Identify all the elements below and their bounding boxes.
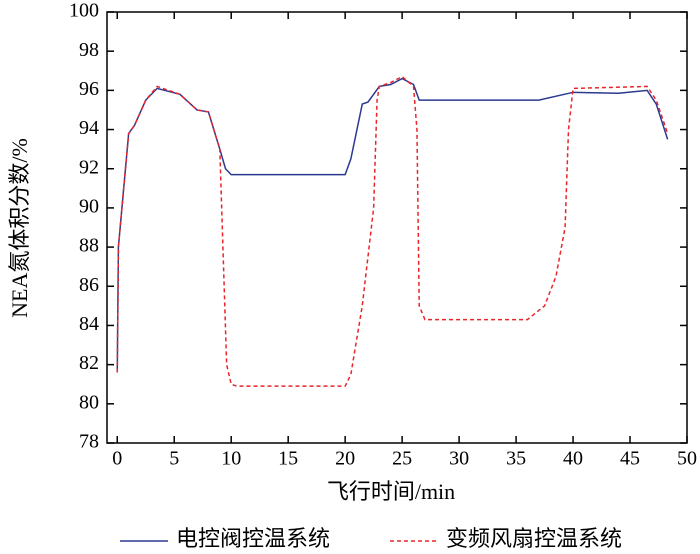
- x-tick-label: 10: [221, 448, 241, 470]
- x-axis-label: 飞行时间/min: [327, 479, 455, 504]
- legend-label: 电控阀控温系统: [176, 526, 330, 551]
- y-tick-label: 80: [79, 391, 99, 413]
- line-series: [116, 77, 669, 373]
- x-tick-label: 25: [392, 448, 412, 470]
- x-tick-label: 30: [449, 448, 469, 470]
- x-tick-label: 45: [620, 448, 640, 470]
- y-tick-label: 88: [79, 235, 99, 257]
- x-tick-label: 5: [169, 448, 179, 470]
- x-tick-label: 40: [563, 448, 583, 470]
- y-tick-label: 90: [79, 196, 99, 218]
- legend-label: 变频风扇控温系统: [446, 526, 622, 551]
- y-tick-label: 96: [79, 78, 99, 100]
- y-tick-label: 100: [69, 0, 99, 22]
- y-tick-label: 98: [79, 39, 99, 61]
- x-tick-label: 50: [677, 448, 697, 470]
- y-tick-label: 84: [79, 313, 99, 335]
- x-tick-label: 20: [335, 448, 355, 470]
- y-tick-label: 92: [79, 156, 99, 178]
- x-tick-label: 35: [506, 448, 526, 470]
- y-tick-label: 78: [79, 431, 99, 453]
- plot-frame: [106, 11, 688, 444]
- line-series: [116, 75, 669, 387]
- x-tick-label: 15: [278, 448, 298, 470]
- y-axis-label: NEA氮体积分数/%: [7, 138, 32, 318]
- y-tick-label: 82: [79, 352, 99, 374]
- y-tick-label: 94: [79, 117, 99, 139]
- y-tick-label: 86: [79, 274, 99, 296]
- x-tick-label: 0: [112, 448, 122, 470]
